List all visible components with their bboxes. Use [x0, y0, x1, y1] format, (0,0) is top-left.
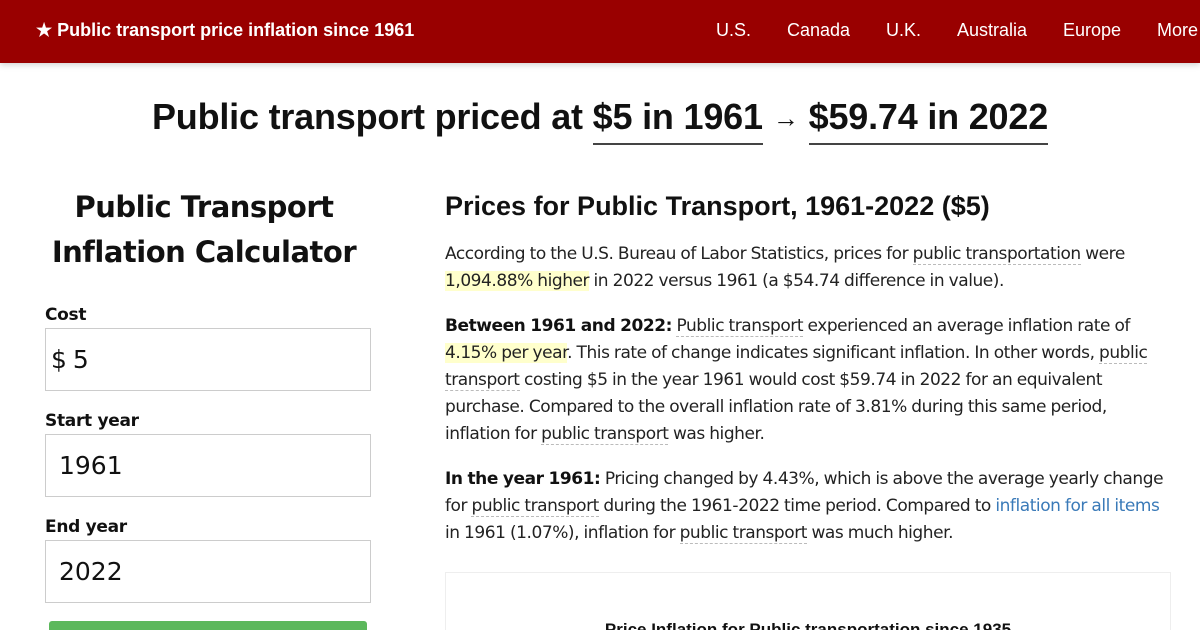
- term-public-transportation[interactable]: public transportation: [912, 244, 1081, 265]
- inflation-all-items-link[interactable]: inflation for all items: [995, 496, 1160, 516]
- year-paragraph: In the year 1961: Pricing changed by 4.4…: [445, 466, 1170, 547]
- content-title: Prices for Public Transport, 1961-2022 (…: [445, 191, 990, 221]
- text: According to the U.S. Bureau of Labor St…: [445, 244, 913, 264]
- end-year-field[interactable]: [45, 540, 371, 603]
- star-icon: ★: [36, 20, 53, 40]
- main-content: Prices for Public Transport, 1961-2022 (…: [445, 188, 1170, 547]
- nav-link-europe[interactable]: Europe: [1063, 20, 1122, 40]
- year-label: In the year 1961:: [445, 469, 601, 489]
- period-paragraph: Between 1961 and 2022: Public transport …: [445, 313, 1170, 448]
- period-label: Between 1961 and 2022:: [445, 316, 673, 336]
- headline-end-value[interactable]: $59.74 in 2022: [808, 97, 1048, 145]
- top-navigation-bar: ★ Public transport price inflation since …: [0, 0, 1200, 63]
- text: during the 1961-2022 time period. Compar…: [598, 496, 996, 516]
- nav-link-us[interactable]: U.S.: [716, 20, 752, 40]
- headline-start-value[interactable]: $5 in 1961: [592, 97, 763, 145]
- brand-title: Public transport price inflation since 1…: [57, 20, 415, 40]
- calculator-title: Public Transport Inflation Calculator: [37, 185, 371, 275]
- highlight-percent-higher: 1,094.88% higher: [445, 271, 590, 291]
- cost-label: Cost: [45, 305, 87, 325]
- country-nav: U.S. Canada U.K. Australia Europe More: [0, 20, 1200, 44]
- calculator-title-line2: Inflation Calculator: [51, 235, 357, 269]
- text: was much higher.: [806, 523, 954, 543]
- arrow-right-icon: →: [772, 103, 799, 133]
- text: in 1961 (1.07%), inflation for: [445, 523, 680, 543]
- summary-paragraph: According to the U.S. Bureau of Labor St…: [445, 241, 1170, 295]
- text: . This rate of change indicates signific…: [567, 343, 1099, 363]
- start-year-field[interactable]: [45, 434, 371, 497]
- text: was higher.: [668, 424, 765, 444]
- nav-link-more[interactable]: More: [1157, 20, 1199, 40]
- text: Pricing changed by 4.43%, which is above…: [445, 469, 1164, 516]
- nav-link-canada[interactable]: Canada: [787, 20, 851, 40]
- term-public-transport[interactable]: public transport: [445, 343, 1148, 391]
- inflation-calculator: Public Transport Inflation Calculator Co…: [45, 185, 371, 630]
- calculate-button[interactable]: [49, 621, 367, 630]
- cost-input[interactable]: [72, 345, 333, 374]
- chart-title: Price Inflation for Public transportatio…: [604, 620, 1012, 630]
- site-brand-link[interactable]: ★ Public transport price inflation since …: [36, 20, 414, 41]
- end-year-label: End year: [45, 517, 127, 537]
- headline-prefix: Public transport priced at: [151, 96, 583, 137]
- text: in 2022 versus 1961 (a $54.74 difference…: [589, 271, 1005, 291]
- text: experienced an average inflation rate of: [803, 316, 1131, 336]
- start-year-label: Start year: [45, 411, 139, 431]
- nav-link-australia[interactable]: Australia: [957, 20, 1028, 40]
- dollar-prefix: $: [51, 345, 67, 374]
- calculator-title-line1: Public Transport: [74, 190, 334, 224]
- end-year-input[interactable]: [46, 557, 306, 586]
- start-year-input[interactable]: [46, 451, 306, 480]
- term-public-transport[interactable]: public transport: [471, 496, 599, 517]
- term-public-transport[interactable]: public transport: [541, 424, 669, 445]
- term-public-transport[interactable]: Public transport: [676, 316, 804, 337]
- text: were: [1080, 244, 1125, 264]
- term-public-transport[interactable]: public transport: [679, 523, 807, 544]
- cost-field[interactable]: $: [45, 328, 371, 391]
- text: costing $5 in the year 1961 would cost $…: [445, 370, 1107, 444]
- highlight-rate-per-year: 4.15% per year: [445, 343, 568, 363]
- page-headline: Public transport priced at $5 in 1961 → $5…: [0, 96, 1200, 145]
- price-inflation-chart-card: Price Inflation for Public transportatio…: [445, 572, 1171, 630]
- nav-link-uk[interactable]: U.K.: [886, 20, 922, 40]
